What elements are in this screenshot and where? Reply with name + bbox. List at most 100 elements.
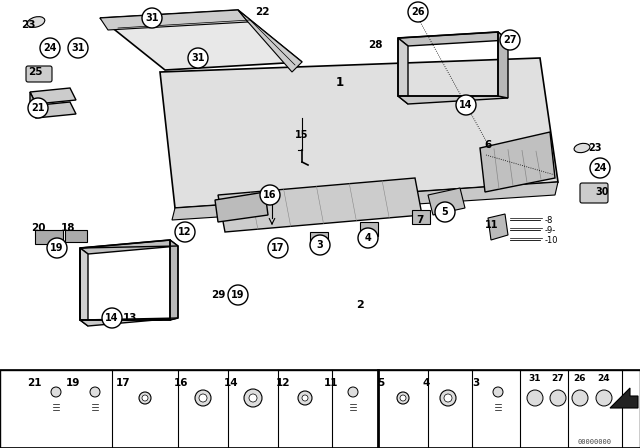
Text: 3: 3 (317, 240, 323, 250)
Polygon shape (100, 10, 302, 70)
Text: 23: 23 (20, 20, 35, 30)
Text: 17: 17 (271, 243, 285, 253)
Circle shape (408, 2, 428, 22)
Polygon shape (238, 10, 302, 72)
Text: 5: 5 (442, 207, 449, 217)
Text: -10: -10 (545, 236, 559, 245)
Polygon shape (30, 92, 36, 118)
Text: 31: 31 (529, 374, 541, 383)
Text: 19: 19 (231, 290, 244, 300)
Text: 4: 4 (365, 233, 371, 243)
Polygon shape (80, 318, 178, 326)
Circle shape (435, 202, 455, 222)
Circle shape (228, 285, 248, 305)
Text: 24: 24 (598, 374, 611, 383)
Text: -8: -8 (545, 215, 554, 224)
Polygon shape (80, 248, 88, 326)
FancyBboxPatch shape (26, 66, 52, 82)
Polygon shape (160, 58, 558, 208)
Circle shape (102, 308, 122, 328)
Circle shape (358, 228, 378, 248)
Text: 21: 21 (27, 378, 41, 388)
Polygon shape (610, 388, 638, 408)
Polygon shape (498, 32, 508, 98)
Text: 27: 27 (552, 374, 564, 383)
Circle shape (302, 395, 308, 401)
Bar (360, 222, 378, 236)
Text: 28: 28 (368, 40, 382, 50)
Bar (35, 230, 63, 244)
Circle shape (199, 394, 207, 402)
Text: 27: 27 (503, 35, 516, 45)
Text: 31: 31 (71, 43, 84, 53)
Polygon shape (170, 240, 178, 320)
Text: 1: 1 (336, 76, 344, 89)
Text: 15: 15 (295, 130, 308, 140)
Circle shape (572, 390, 588, 406)
Text: -9-: -9- (545, 225, 556, 234)
Circle shape (195, 390, 211, 406)
Bar (412, 210, 430, 224)
Circle shape (493, 387, 503, 397)
Circle shape (51, 387, 61, 397)
Circle shape (90, 387, 100, 397)
Circle shape (142, 395, 148, 401)
Bar (65, 230, 87, 242)
Text: 00000000: 00000000 (578, 439, 612, 445)
Circle shape (550, 390, 566, 406)
Text: 14: 14 (460, 100, 473, 110)
Text: 20: 20 (31, 223, 45, 233)
Circle shape (596, 390, 612, 406)
Polygon shape (218, 178, 422, 232)
Circle shape (47, 238, 67, 258)
Circle shape (590, 158, 610, 178)
Text: 29: 29 (211, 290, 225, 300)
Polygon shape (215, 192, 268, 222)
Circle shape (348, 387, 358, 397)
Circle shape (260, 185, 280, 205)
Text: 18: 18 (61, 223, 76, 233)
Bar (310, 232, 328, 246)
Polygon shape (398, 96, 508, 104)
Polygon shape (100, 10, 248, 30)
Circle shape (456, 95, 476, 115)
Text: 22: 22 (255, 7, 269, 17)
Text: 4: 4 (422, 378, 429, 388)
Circle shape (444, 394, 452, 402)
Circle shape (28, 98, 48, 118)
Text: 12: 12 (179, 227, 192, 237)
Polygon shape (398, 32, 508, 46)
Polygon shape (398, 38, 408, 104)
Circle shape (400, 395, 406, 401)
Polygon shape (428, 188, 465, 215)
Polygon shape (172, 182, 558, 220)
Circle shape (249, 394, 257, 402)
Text: 30: 30 (595, 187, 609, 197)
Circle shape (397, 392, 409, 404)
Polygon shape (30, 102, 76, 118)
Text: 16: 16 (263, 190, 276, 200)
Text: 26: 26 (573, 374, 586, 383)
Circle shape (527, 390, 543, 406)
Circle shape (139, 392, 151, 404)
Text: 21: 21 (31, 103, 45, 113)
Circle shape (188, 48, 208, 68)
Polygon shape (488, 214, 508, 240)
Polygon shape (30, 88, 76, 104)
FancyBboxPatch shape (580, 183, 608, 203)
Text: 7: 7 (416, 215, 424, 225)
Text: 31: 31 (191, 53, 205, 63)
Text: 13: 13 (123, 313, 137, 323)
Text: 25: 25 (28, 67, 42, 77)
Text: 19: 19 (51, 243, 64, 253)
Text: 17: 17 (116, 378, 131, 388)
Text: 26: 26 (412, 7, 425, 17)
Text: 5: 5 (378, 378, 385, 388)
Circle shape (68, 38, 88, 58)
Circle shape (244, 389, 262, 407)
Text: 2: 2 (356, 300, 364, 310)
Circle shape (500, 30, 520, 50)
Text: 14: 14 (224, 378, 238, 388)
Ellipse shape (574, 143, 590, 153)
Circle shape (298, 391, 312, 405)
